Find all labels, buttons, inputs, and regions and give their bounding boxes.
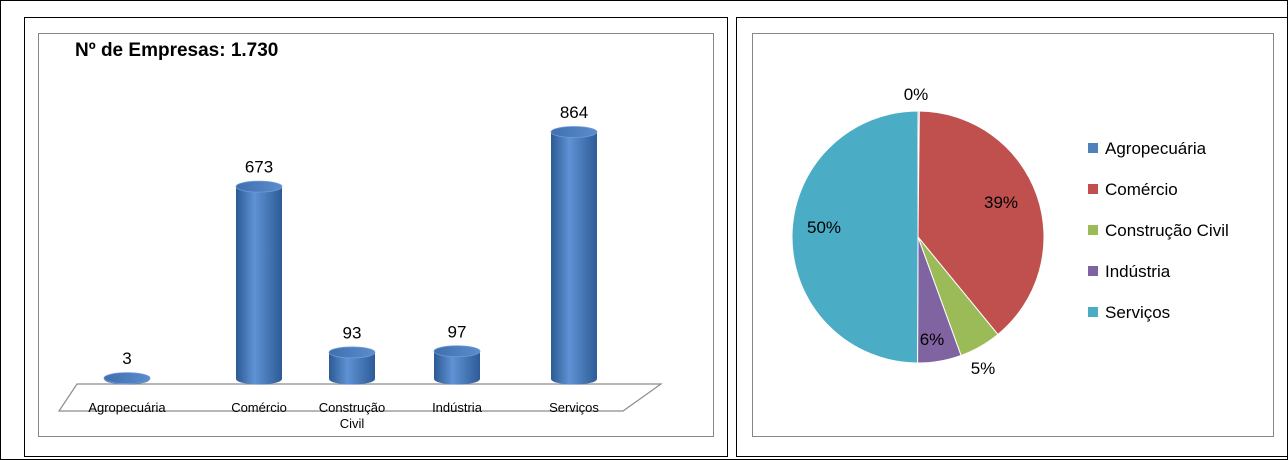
- pie-chart: 0% 39% 5% 6% 50% Agropecuária Comércio Constru…: [791, 85, 1229, 378]
- bar-agropecuaria: [103, 372, 151, 385]
- legend-item-industria: Indústria: [1088, 262, 1171, 281]
- bar-body: [329, 352, 375, 385]
- pie-slice-comercio: [917, 110, 1045, 336]
- legend: Agropecuária Comércio Construção Civil Indú…: [1088, 139, 1229, 322]
- bar-series: 3 Agropecuária 673 Comércio 93 ConstruçãoCivi…: [88, 103, 599, 431]
- x-tick-label: Agropecuária: [88, 400, 166, 415]
- bar-industria: [433, 345, 481, 385]
- bar-body: [551, 132, 597, 385]
- bar-top: [550, 126, 598, 138]
- bar-body: [434, 351, 480, 385]
- chart-title: Nº de Empresas: 1.730: [75, 40, 278, 61]
- bar-top: [235, 180, 283, 193]
- bar-body: [236, 186, 282, 385]
- legend-item-construcao-civil: Construção Civil: [1088, 221, 1229, 240]
- data-label: 93: [343, 323, 362, 342]
- legend-swatch: [1088, 266, 1098, 276]
- bar-top: [328, 346, 376, 359]
- bar-chart: Nº de Empresas: 1.730 3 Agropecuária 673 Co…: [57, 40, 663, 431]
- legend-label: Agropecuária: [1105, 139, 1207, 158]
- legend-item-servicos: Serviços: [1088, 303, 1170, 322]
- percent-label: 0%: [904, 85, 929, 104]
- x-tick-label: Serviços: [549, 400, 599, 415]
- pie-slices: [791, 110, 1045, 364]
- percent-label: 39%: [984, 193, 1018, 212]
- legend-swatch: [1088, 225, 1098, 235]
- data-label: 3: [122, 349, 131, 368]
- pie-chart-panel: 0% 39% 5% 6% 50% Agropecuária Comércio Constru…: [752, 33, 1274, 437]
- data-label: 864: [560, 103, 588, 122]
- percent-label: 5%: [971, 359, 996, 378]
- legend-label: Serviços: [1105, 303, 1170, 322]
- legend-label: Construção Civil: [1105, 221, 1229, 240]
- data-label: 97: [448, 322, 467, 341]
- pie-percent-labels: 0% 39% 5% 6% 50%: [807, 85, 1018, 378]
- bar-top: [433, 345, 481, 358]
- bar-construcao-civil: [328, 346, 376, 385]
- bar-top: [103, 372, 151, 385]
- data-label: 673: [245, 158, 273, 177]
- legend-swatch: [1088, 184, 1098, 194]
- legend-swatch: [1088, 307, 1098, 317]
- percent-label: 50%: [807, 218, 841, 237]
- legend-item-agropecuaria: Agropecuária: [1088, 139, 1207, 158]
- x-tick-label: Construção: [319, 400, 385, 415]
- legend-item-comercio: Comércio: [1088, 180, 1178, 199]
- bar-chart-panel: Nº de Empresas: 1.730 3 Agropecuária 673 Co…: [38, 33, 714, 437]
- percent-label: 6%: [920, 330, 945, 349]
- bar-servicos: [550, 126, 598, 385]
- bar-comercio: [235, 180, 283, 385]
- legend-label: Indústria: [1105, 262, 1171, 281]
- legend-swatch: [1088, 143, 1098, 153]
- x-tick-label: Civil: [340, 416, 365, 431]
- x-tick-label: Indústria: [432, 400, 483, 415]
- legend-label: Comércio: [1105, 180, 1178, 199]
- pie-slice-servicos: [791, 110, 919, 364]
- x-tick-label: Comércio: [231, 400, 287, 415]
